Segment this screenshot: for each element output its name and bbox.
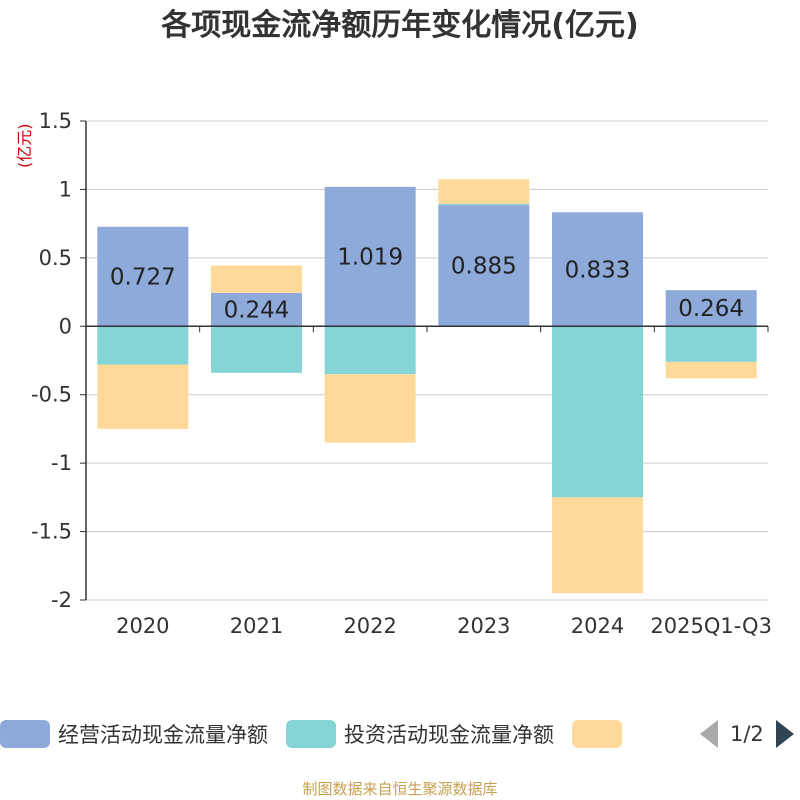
y-tick-label: 0.5	[39, 246, 72, 270]
bar-financing-2025Q1-Q3[interactable]	[665, 361, 757, 379]
y-tick-label: 0	[59, 314, 72, 338]
y-axis-unit-label: (亿元)	[15, 124, 34, 169]
legend-item-operating[interactable]: 经营活动现金流量净额	[0, 719, 268, 749]
grid-lines	[86, 120, 768, 601]
bar-value-label: 0.244	[224, 298, 290, 324]
bar-series	[97, 179, 757, 594]
legend-label-operating: 经营活动现金流量净额	[58, 723, 268, 747]
bar-financing-2022[interactable]	[324, 374, 416, 443]
x-tick-label: 2023	[457, 614, 510, 638]
legend-swatch-financing	[572, 720, 622, 748]
bar-investing-2023[interactable]	[438, 203, 530, 206]
y-tick-label: -1	[51, 451, 72, 475]
bar-value-label: 0.885	[451, 254, 517, 280]
legend-swatch-investing	[286, 720, 336, 748]
bar-value-label: 0.727	[110, 265, 176, 291]
x-tick-label: 2024	[571, 614, 624, 638]
chart-title: 各项现金流净额历年变化情况(亿元)	[161, 8, 639, 43]
bar-operating-2020[interactable]	[97, 226, 189, 327]
bar-investing-2025Q1-Q3[interactable]	[665, 326, 757, 362]
bar-operating-2021[interactable]	[211, 292, 302, 327]
y-tick-label: -1.5	[31, 520, 72, 544]
legend-page-indicator: 1/2	[730, 722, 764, 746]
bar-value-label: 0.264	[678, 296, 744, 322]
legend-swatch-operating	[0, 720, 50, 748]
bar-investing-2024[interactable]	[552, 326, 643, 498]
legend-label-investing: 投资活动现金流量净额	[344, 723, 554, 747]
bar-financing-2024[interactable]	[552, 497, 643, 594]
legend-item-financing[interactable]	[572, 720, 630, 748]
axes: 1.5 1 0.5 0 -0.5 -1 -1.5 -2 2020 2021 2022 2023 2024…	[31, 109, 772, 638]
bar-operating-2024[interactable]	[552, 212, 643, 327]
bar-value-label: 0.833	[565, 257, 631, 283]
y-tick-label: -0.5	[31, 383, 72, 407]
x-tick-label: 2020	[116, 614, 169, 638]
x-tick-label: 2022	[343, 614, 396, 638]
bar-investing-2022[interactable]	[324, 326, 416, 375]
x-tick-label: 2021	[230, 614, 283, 638]
bar-investing-2020[interactable]	[97, 326, 189, 365]
bar-operating-2022[interactable]	[324, 186, 416, 327]
bar-value-label: 1.019	[337, 245, 403, 271]
legend-pager: 1/2	[700, 714, 794, 754]
bar-financing-2021[interactable]	[211, 265, 302, 293]
bar-operating-2023[interactable]	[438, 205, 530, 327]
y-tick-label: -2	[51, 588, 72, 612]
legend-prev-arrow-icon[interactable]	[700, 720, 718, 748]
bar-investing-2021[interactable]	[211, 326, 302, 373]
source-note: 制图数据来自恒生聚源数据库	[302, 780, 498, 798]
bar-financing-2023[interactable]	[438, 179, 530, 204]
legend-item-investing[interactable]: 投资活动现金流量净额	[286, 719, 554, 749]
legend: 经营活动现金流量净额 投资活动现金流量净额 1/2	[0, 714, 800, 754]
y-tick-label: 1.5	[39, 109, 72, 133]
x-tick-label: 2025Q1-Q3	[650, 614, 772, 638]
bar-financing-2020[interactable]	[97, 364, 189, 429]
y-tick-label: 1	[59, 177, 72, 201]
legend-next-arrow-icon[interactable]	[775, 720, 794, 748]
data-labels: 0.727 0.244 1.019 0.885 0.833 0.264	[110, 245, 744, 324]
bar-operating-2025Q1-Q3[interactable]	[665, 290, 757, 327]
